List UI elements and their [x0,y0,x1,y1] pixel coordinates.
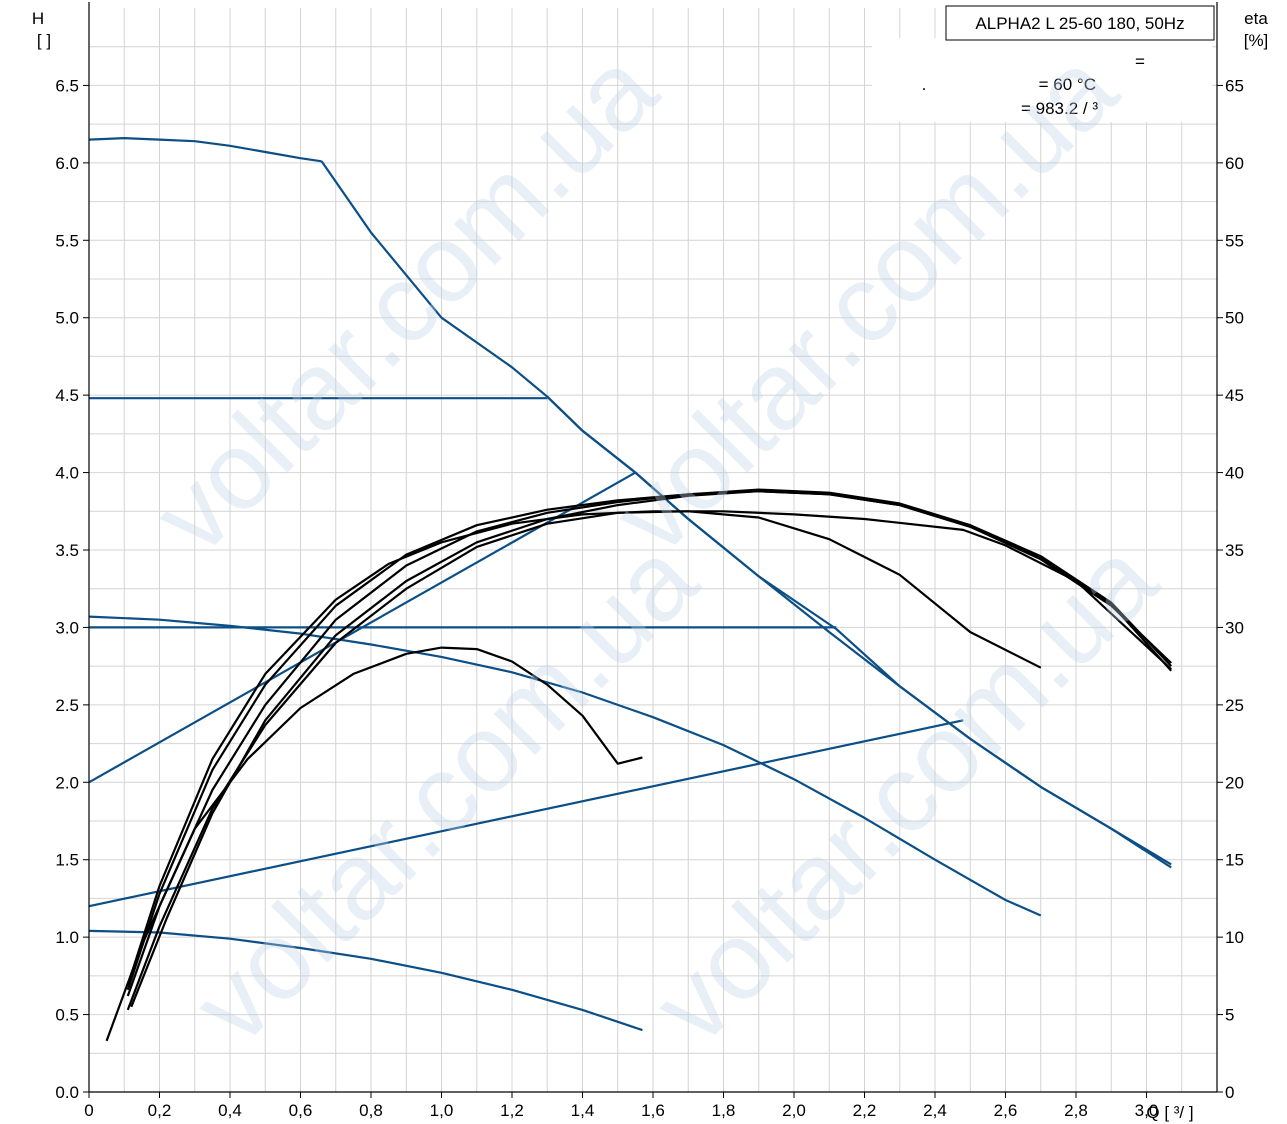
legend-line-3: = 983.2 / ³ [1021,99,1098,118]
x-tick-label: 2,8 [1064,1101,1088,1120]
y-tick-label: 0.5 [55,1006,79,1025]
title-box [945,5,1215,41]
legend-background [872,38,1212,122]
head-curve-9 [88,929,643,1032]
efficiency-curve-6 [126,510,1172,986]
y-tick-label: 2.0 [55,773,79,792]
head-curve-6 [546,395,1172,869]
efficiency-curve-5 [126,490,1172,991]
efficiency-curve-1 [105,646,643,1042]
y2-tick-label: 0 [1225,1083,1234,1102]
efficiency-curves [105,488,1173,1042]
y2-tick-label: 50 [1225,309,1244,328]
y2-tick-label: 10 [1225,928,1244,947]
x-tick-label: 0 [84,1101,93,1120]
y-tick-label: 3.5 [55,541,79,560]
y2-tick-label: 5 [1225,1006,1234,1025]
x-tick-label: 1,4 [571,1101,595,1120]
y-tick-label: 4.0 [55,464,79,483]
y2-tick-label: 35 [1225,541,1244,560]
y2-tick-label: 30 [1225,618,1244,637]
y2-tick-label: 45 [1225,386,1244,405]
y2-tick-label: 55 [1225,231,1244,250]
y2-tick-label: 60 [1225,154,1244,173]
y2-tick-label: 65 [1225,76,1244,95]
x-tick-label: 1,6 [641,1101,665,1120]
x-tick-label: 0,6 [289,1101,313,1120]
left-axis-title: H [32,9,44,28]
head-curve-7 [88,615,1042,917]
x-tick-label: 1,0 [430,1101,454,1120]
x-tick-label: 2,0 [782,1101,806,1120]
legend-line-1: = [1135,52,1145,71]
y-tick-label: 3.0 [55,618,79,637]
chart-title: ALPHA2 L 25-60 180, 50Hz [975,14,1184,33]
right-axis-unit: [%] [1244,31,1269,50]
y-tick-label: 0.0 [55,1083,79,1102]
x-tick-label: 1,8 [712,1101,736,1120]
efficiency-curve-4 [126,488,1172,997]
grid [89,8,1217,1092]
x-tick-label: 2,4 [923,1101,947,1120]
y-tick-label: 5.5 [55,231,79,250]
legend-line-2-prefix: . [922,75,927,94]
y-tick-label: 1.0 [55,928,79,947]
y2-tick-label: 25 [1225,696,1244,715]
head-curve-8 [88,719,964,908]
x-tick-label: 0,2 [148,1101,172,1120]
y2-tick-label: 15 [1225,851,1244,870]
x-tick-label: 2,6 [994,1101,1018,1120]
x-tick-label: 0,8 [359,1101,383,1120]
right-axis-title: eta [1244,9,1268,28]
x-tick-label: 1,2 [500,1101,524,1120]
legend-line-2: = 60 °C [1039,75,1096,94]
y-tick-label: 6.5 [55,76,79,95]
x-tick-label: 2,2 [853,1101,877,1120]
x-axis-title: Q [ ³/ ] [1146,1103,1193,1122]
y-tick-label: 1.5 [55,851,79,870]
y2-tick-label: 40 [1225,464,1244,483]
head-curve-1 [88,137,322,163]
y-tick-label: 5.0 [55,309,79,328]
y-tick-label: 6.0 [55,154,79,173]
tick-labels: 0 0,2 0,4 0,6 0,8 1,0 1,2 1,4 1,6 1,8 2,0 2,2 2,4 2,6… [55,76,1244,1120]
y2-tick-label: 20 [1225,773,1244,792]
left-axis-unit: [ ] [37,31,51,50]
y-tick-label: 2.5 [55,696,79,715]
x-tick-label: 0,4 [218,1101,242,1120]
x-tick-label: 3,0 [1135,1101,1159,1120]
y-tick-label: 4.5 [55,386,79,405]
